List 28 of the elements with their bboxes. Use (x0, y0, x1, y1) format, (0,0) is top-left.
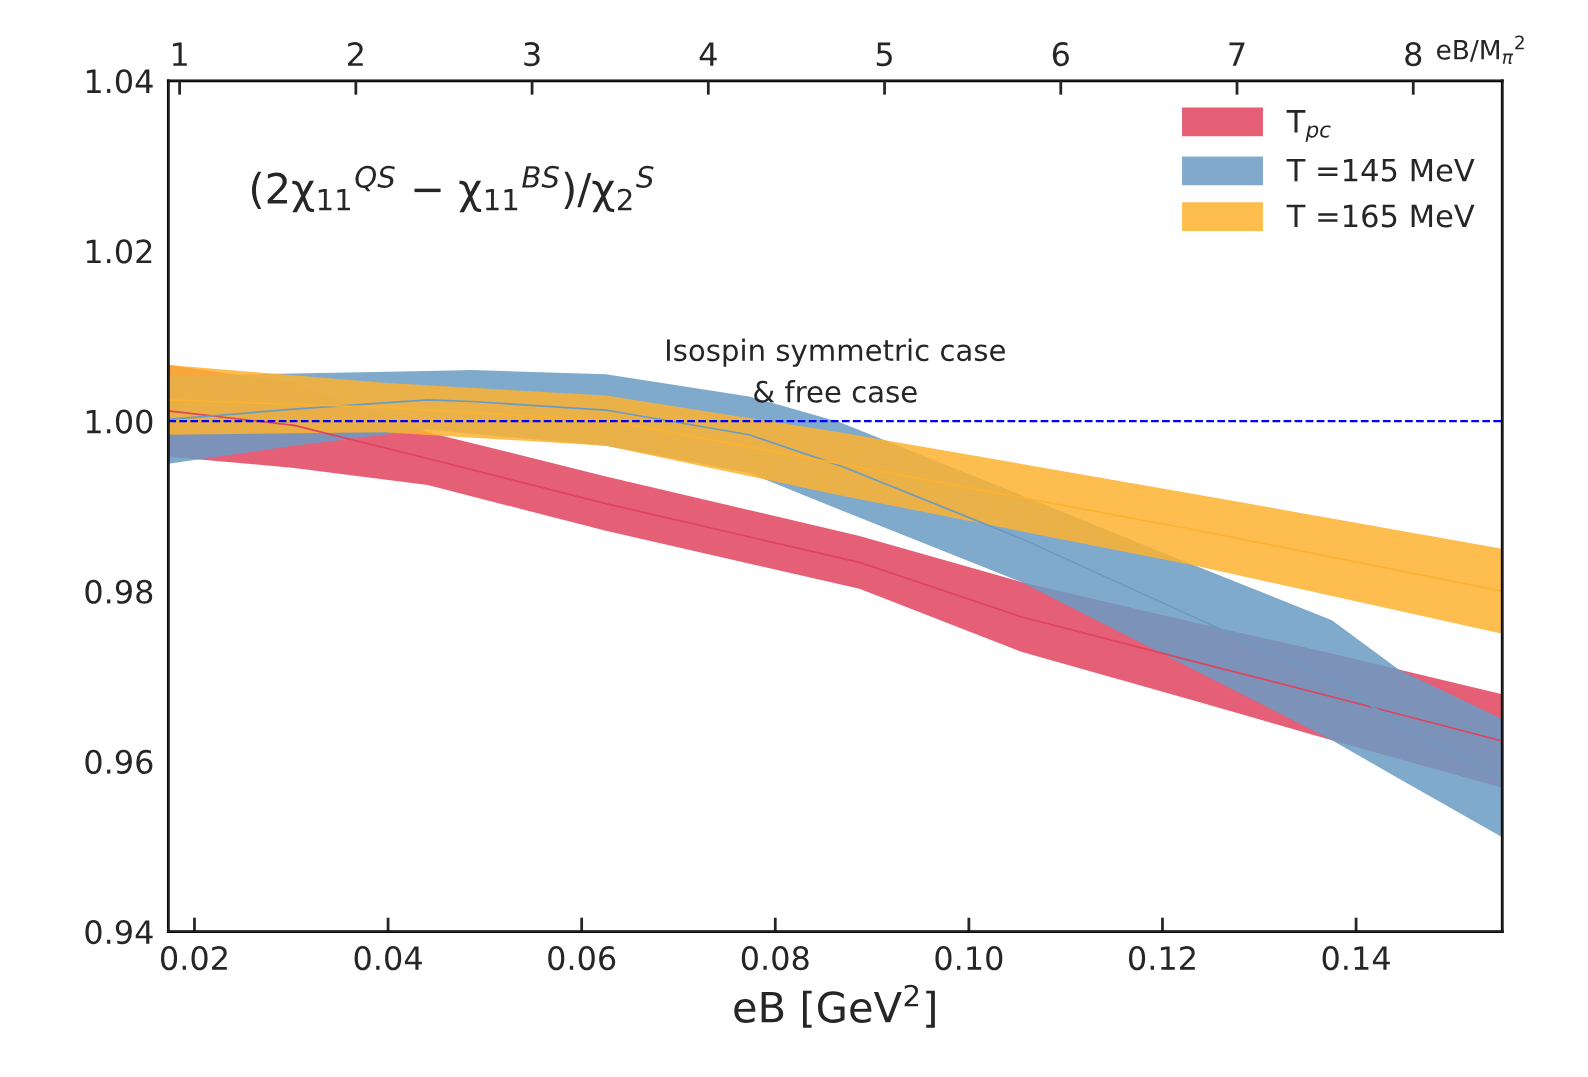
x2-tick-label: 1 (172, 42, 187, 66)
text: (2χ$_{11}$$^{QS}$ − χ$_{11}$$^{BS}$)/χ$_{2}$$^{S}$ (251, 165, 654, 213)
x-tick-label: 0.14 (1322, 946, 1390, 971)
y-tick-label: 0.94 (85, 920, 153, 945)
x-tick-label: 0.02 (161, 946, 227, 971)
x2-tick-label: 2 (348, 42, 363, 66)
legend-label: T$_{pc}$ (1286, 110, 1331, 142)
x-axis-title: eB [GeV$^{2}$] (734, 984, 935, 1028)
legend-label: T =165 MeV (1286, 204, 1475, 228)
y-tick-label: 1.00 (86, 409, 153, 434)
y-tick-label: 1.04 (86, 69, 153, 94)
y-tick-label: 1.02 (86, 239, 152, 264)
x2-tick-label: 6 (1052, 42, 1069, 67)
x-tick-label: 0.06 (548, 946, 616, 971)
x2-axis-title: eB/M$_{π}$$^{2}$ (1437, 35, 1524, 64)
x2-tick-label: 8 (1405, 42, 1422, 67)
x-tick-label: 0.12 (1129, 946, 1195, 971)
y-tick-label: 0.98 (85, 579, 153, 604)
legend-label: T =145 MeV (1286, 159, 1475, 182)
x2-tick-label: 5 (876, 42, 892, 67)
x2-tick-label: 4 (699, 42, 717, 66)
x2-tick-label: 3 (524, 42, 540, 67)
ref-line-label: Isospin symmetric case & free case (666, 338, 1005, 403)
y-tick-label: 0.96 (85, 749, 153, 775)
x-tick-label: 0.04 (354, 946, 422, 971)
x-tick-label: 0.10 (935, 946, 1003, 971)
x-tick-label: 0.08 (741, 946, 809, 971)
x2-tick-label: 7 (1229, 42, 1245, 66)
